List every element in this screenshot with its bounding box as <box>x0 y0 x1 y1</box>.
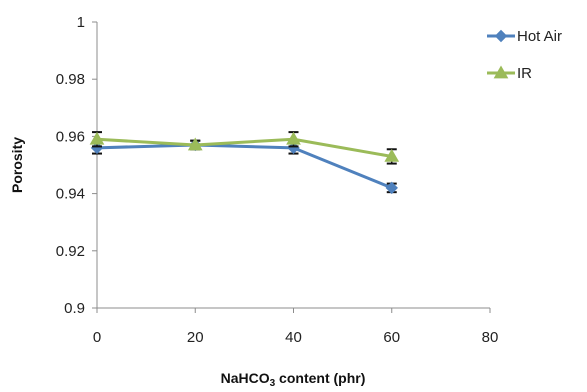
tick-marks <box>92 21 491 313</box>
axes <box>96 22 490 309</box>
x-tick-label: 80 <box>482 329 499 346</box>
data-point <box>384 148 400 162</box>
series-hot-air <box>90 138 398 195</box>
tick-labels: 0.9 0.92 0.94 0.96 0.98 1 0 20 40 60 80 <box>56 14 499 346</box>
x-tick-label: 20 <box>187 329 204 346</box>
legend-item: Hot Air <box>487 28 562 45</box>
x-axis-title-rest: content (phr) <box>275 370 365 386</box>
x-tick-label: 0 <box>93 329 101 346</box>
y-tick-label: 0.9 <box>64 300 85 317</box>
legend-swatch-marker <box>494 29 508 43</box>
series-line <box>96 137 393 158</box>
data-point <box>187 137 203 151</box>
y-axis-title: Porosity <box>9 137 25 193</box>
x-axis-title: NaHCO3 content (phr) <box>221 370 366 387</box>
y-tick-label: 1 <box>77 14 85 31</box>
data-point <box>89 131 105 145</box>
legend-label: IR <box>517 65 532 82</box>
legend-swatch-marker <box>493 65 509 79</box>
x-tick-label: 60 <box>383 329 400 346</box>
series-line <box>96 143 393 190</box>
legend: Hot Air IR <box>487 28 562 82</box>
y-tick-label: 0.94 <box>56 186 85 203</box>
y-tick-label: 0.92 <box>56 243 85 260</box>
x-tick-label: 40 <box>285 329 302 346</box>
y-tick-label: 0.96 <box>56 128 85 145</box>
x-axis-title-main: NaHCO <box>221 370 270 386</box>
y-tick-label: 0.98 <box>56 71 85 88</box>
series <box>89 131 400 195</box>
legend-item: IR <box>487 65 532 82</box>
data-point <box>385 181 398 195</box>
legend-label: Hot Air <box>517 28 562 45</box>
x-axis-title-subscript: 3 <box>270 378 276 387</box>
data-point <box>286 131 301 145</box>
series-ir <box>89 131 400 165</box>
